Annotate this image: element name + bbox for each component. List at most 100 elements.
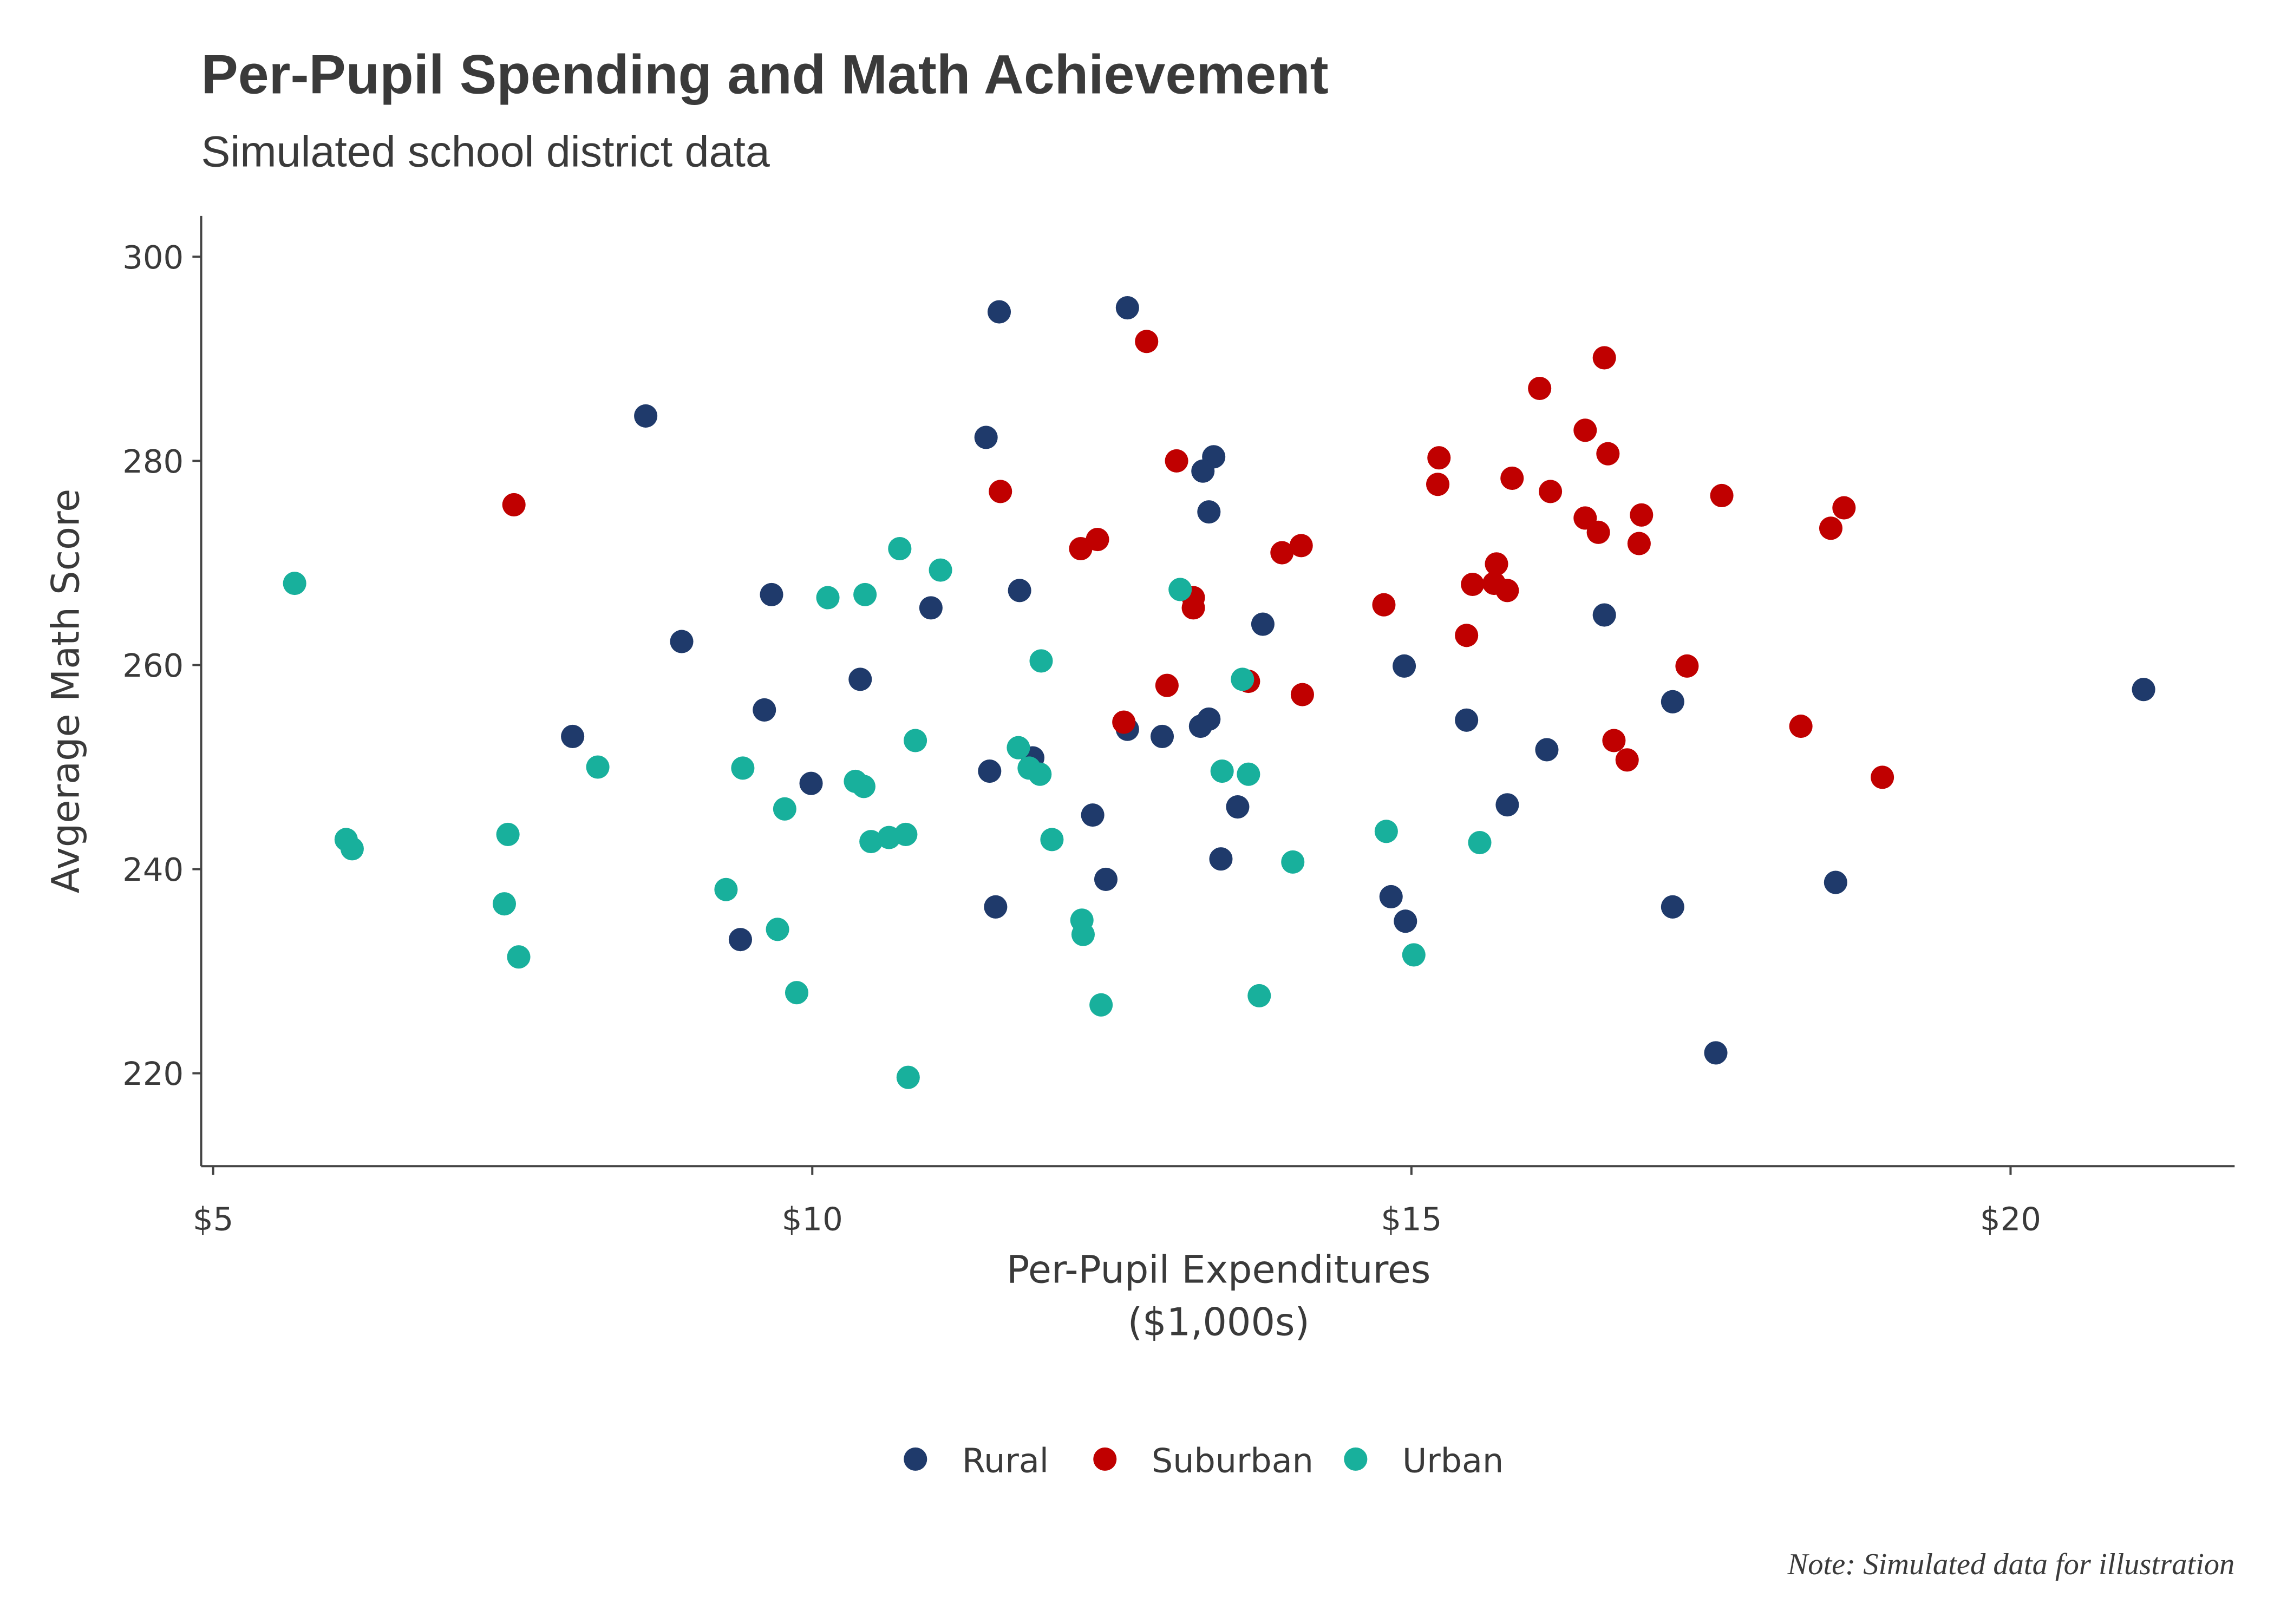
point xyxy=(586,755,610,779)
point xyxy=(1871,765,1894,789)
point xyxy=(1251,612,1275,636)
point xyxy=(1832,496,1856,520)
point xyxy=(1710,483,1734,508)
point xyxy=(1485,552,1508,576)
legend-marker xyxy=(1093,1447,1117,1471)
point xyxy=(896,1065,920,1089)
point xyxy=(1237,762,1260,786)
point xyxy=(1394,909,1417,933)
point xyxy=(848,667,872,691)
point xyxy=(1455,708,1479,732)
point xyxy=(1615,748,1639,772)
point xyxy=(1528,376,1552,401)
point xyxy=(1539,480,1563,503)
point xyxy=(1495,579,1519,603)
point xyxy=(816,586,840,610)
point xyxy=(1247,984,1271,1007)
point xyxy=(888,536,912,561)
point xyxy=(1086,528,1109,552)
point xyxy=(1281,850,1305,874)
point xyxy=(340,837,364,861)
legend-marker xyxy=(904,1447,927,1471)
point xyxy=(1630,503,1654,527)
point xyxy=(974,425,998,449)
legend-label: Rural xyxy=(962,1442,1049,1481)
point xyxy=(1500,466,1524,490)
point xyxy=(1226,795,1250,819)
point xyxy=(1209,847,1233,871)
point xyxy=(283,572,306,595)
point xyxy=(929,558,952,582)
point xyxy=(502,493,526,516)
point xyxy=(1007,736,1030,759)
point xyxy=(634,404,658,428)
point xyxy=(1596,442,1620,466)
point xyxy=(894,822,918,846)
x-tick-label: $5 xyxy=(193,1201,233,1238)
point xyxy=(853,582,877,606)
point xyxy=(1071,922,1095,946)
y-axis-label: Avgerage Math Score xyxy=(43,489,88,894)
point xyxy=(766,918,789,941)
chart-subtitle: Simulated school district data xyxy=(201,127,770,176)
point xyxy=(1150,724,1174,748)
point xyxy=(728,928,753,952)
point xyxy=(731,756,755,780)
point xyxy=(1094,867,1118,891)
point xyxy=(1197,500,1221,524)
y-tick-label: 280 xyxy=(122,443,184,480)
point xyxy=(1168,578,1192,601)
point xyxy=(1586,520,1610,544)
point xyxy=(1704,1041,1728,1065)
point xyxy=(1191,459,1215,483)
legend: Rural Suburban Urban xyxy=(904,1442,1504,1481)
y-tick-label: 300 xyxy=(122,239,184,276)
point xyxy=(859,830,883,854)
point xyxy=(989,480,1012,503)
legend-label: Urban xyxy=(1402,1442,1504,1481)
point xyxy=(1374,820,1398,843)
x-tick-label: $15 xyxy=(1381,1201,1442,1238)
legend-marker xyxy=(1344,1447,1368,1471)
point xyxy=(1592,346,1616,370)
point xyxy=(753,698,776,722)
x-tick-label: $20 xyxy=(1980,1201,2041,1238)
point xyxy=(507,945,531,969)
point xyxy=(919,596,943,620)
point xyxy=(1627,532,1651,555)
point xyxy=(1393,654,1416,678)
point xyxy=(1661,895,1684,919)
point xyxy=(496,822,520,846)
point xyxy=(1112,710,1136,734)
x-axis-label: ($1,000s) xyxy=(1128,1300,1310,1345)
point xyxy=(1427,446,1451,470)
x-axis-label: Per-Pupil Expenditures xyxy=(1007,1248,1430,1292)
point xyxy=(1210,759,1234,783)
point xyxy=(1081,803,1105,827)
point xyxy=(760,582,783,606)
point xyxy=(492,892,517,916)
point xyxy=(670,630,694,653)
point xyxy=(1231,667,1254,691)
point xyxy=(1468,830,1492,855)
point xyxy=(1290,683,1314,706)
point xyxy=(773,797,796,821)
point xyxy=(1008,579,1031,603)
point xyxy=(1495,793,1519,817)
point xyxy=(1372,593,1396,617)
legend-label: Suburban xyxy=(1152,1442,1314,1481)
point xyxy=(1028,762,1052,786)
note: Note: Simulated data for illustration xyxy=(1787,1548,2235,1581)
point xyxy=(1029,649,1053,673)
point xyxy=(1115,296,1139,320)
point xyxy=(1155,673,1179,697)
y-tick-label: 260 xyxy=(122,647,184,684)
point xyxy=(1289,534,1313,558)
y-tick-label: 240 xyxy=(122,851,184,888)
point xyxy=(1461,572,1485,597)
point xyxy=(1675,654,1699,678)
point xyxy=(1089,993,1113,1017)
point xyxy=(1824,870,1847,894)
point xyxy=(799,771,823,795)
